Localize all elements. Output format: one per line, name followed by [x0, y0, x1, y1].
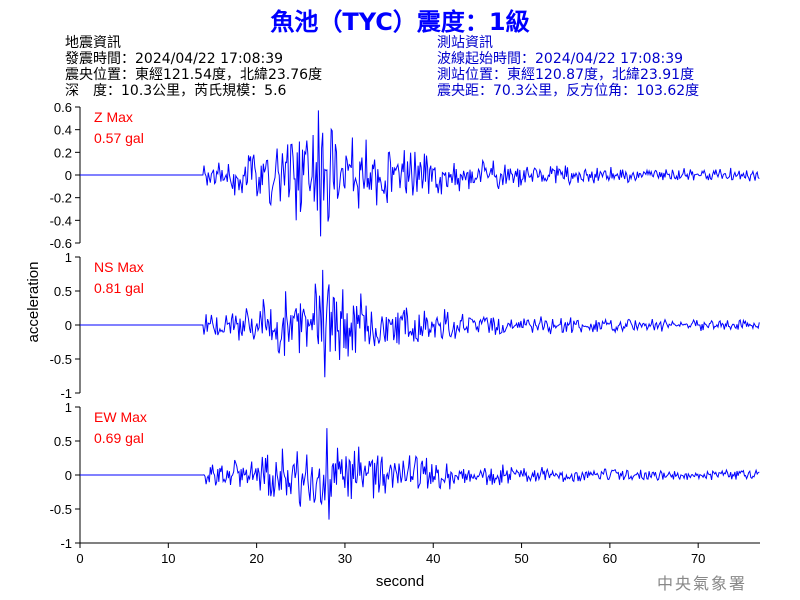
y-tick-label: 0.5	[54, 284, 72, 299]
max-value-label: 0.81 gal	[94, 280, 144, 296]
quake-time: 發震時間：2024/04/22 17:08:39	[65, 51, 284, 67]
x-tick-label: 30	[338, 551, 352, 566]
y-axis-title: acceleration	[25, 262, 42, 343]
x-tick-label: 10	[161, 551, 175, 566]
max-title-label: EW Max	[94, 409, 147, 425]
credit-logo-text: 中央氣象署	[657, 574, 748, 593]
waveform-trace	[80, 269, 760, 378]
quake-info-block: 地震資訊 發震時間：2024/04/22 17:08:39 震央位置：東經121…	[65, 35, 322, 99]
station-start-time: 波線起始時間：2024/04/22 17:08:39	[437, 51, 684, 67]
x-tick-label: 60	[603, 551, 617, 566]
y-tick-label: 0.6	[54, 100, 72, 115]
y-tick-label: -1	[60, 536, 72, 551]
quake-info-heading: 地震資訊	[65, 35, 121, 51]
waveform-trace	[80, 428, 760, 520]
y-tick-label: 0.4	[54, 123, 72, 138]
max-title-label: Z Max	[94, 109, 133, 125]
y-tick-label: -0.6	[50, 236, 72, 251]
station-info-block: 測站資訊 波線起始時間：2024/04/22 17:08:39 測站位置：東經1…	[437, 35, 699, 99]
panel-z: 0.6 0.4 0.2 0 -0.2 -0.4 -0.6 Z Max 0.57 gal	[50, 100, 760, 251]
y-tick-label: 0	[65, 468, 72, 483]
quake-epicenter: 震央位置：東經121.54度，北緯23.76度	[65, 67, 323, 83]
x-tick-label: 20	[249, 551, 263, 566]
y-tick-label: -0.2	[50, 191, 72, 206]
y-tick-label: -0.4	[50, 213, 72, 228]
y-tick-label: 1	[65, 250, 72, 265]
y-tick-label: 0	[65, 168, 72, 183]
y-tick-label: 0	[65, 318, 72, 333]
station-info-heading: 測站資訊	[437, 35, 493, 51]
panel-ew: 1 0.5 0 -0.5 -1 EW Max 0.69 gal	[50, 400, 760, 551]
y-tick-label: -0.5	[50, 502, 72, 517]
x-tick-label: 70	[691, 551, 705, 566]
max-title-label: NS Max	[94, 259, 144, 275]
max-value-label: 0.57 gal	[94, 130, 144, 146]
y-tick-label: 0.5	[54, 434, 72, 449]
y-tick-label: -0.5	[50, 352, 72, 367]
max-value-label: 0.69 gal	[94, 430, 144, 446]
quake-depth-magnitude: 深 度：10.3公里，芮氏規模：5.6	[65, 83, 287, 99]
x-tick-label: 50	[514, 551, 528, 566]
station-distance: 震央距：70.3公里，反方位角：103.62度	[437, 83, 700, 99]
y-tick-label: 0.2	[54, 145, 72, 160]
station-location: 測站位置：東經120.87度，北緯23.91度	[437, 67, 695, 83]
panel-ns: 1 0.5 0 -0.5 -1 NS Max 0.81 gal	[50, 250, 760, 401]
waveform-trace	[80, 110, 760, 237]
x-tick-label: 40	[426, 551, 440, 566]
y-tick-label: 1	[65, 400, 72, 415]
x-axis-title: second	[376, 573, 424, 590]
y-tick-label: -1	[60, 386, 72, 401]
x-tick-label: 0	[76, 551, 83, 566]
page-title: 魚池（TYC）震度：1級	[270, 8, 530, 36]
